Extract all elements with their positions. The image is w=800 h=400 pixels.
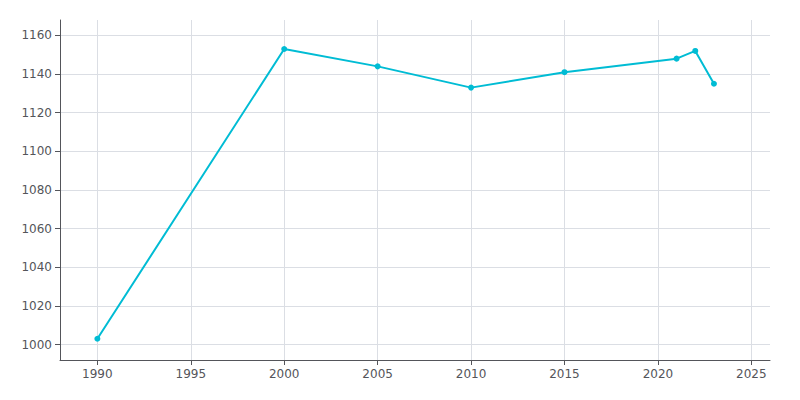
svg-text:1040: 1040 xyxy=(21,260,52,274)
svg-text:1060: 1060 xyxy=(21,222,52,236)
svg-text:2015: 2015 xyxy=(549,367,580,381)
svg-text:2000: 2000 xyxy=(269,367,300,381)
svg-text:1140: 1140 xyxy=(21,67,52,81)
svg-text:2025: 2025 xyxy=(736,367,767,381)
svg-text:1160: 1160 xyxy=(21,28,52,42)
svg-text:2005: 2005 xyxy=(362,367,393,381)
svg-text:1995: 1995 xyxy=(176,367,207,381)
svg-text:1990: 1990 xyxy=(82,367,113,381)
svg-text:1120: 1120 xyxy=(21,106,52,120)
svg-text:2020: 2020 xyxy=(643,367,674,381)
svg-text:1100: 1100 xyxy=(21,144,52,158)
svg-text:1000: 1000 xyxy=(21,338,52,352)
svg-text:1080: 1080 xyxy=(21,183,52,197)
svg-text:2010: 2010 xyxy=(456,367,487,381)
svg-text:1020: 1020 xyxy=(21,299,52,313)
